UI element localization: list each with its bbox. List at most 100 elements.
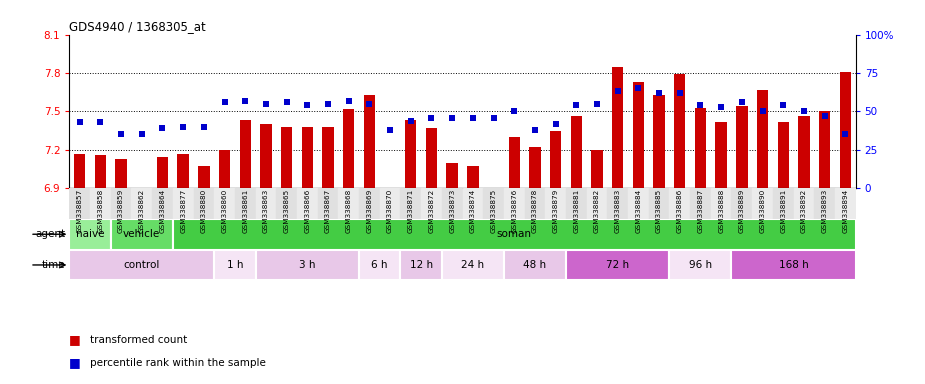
Text: GSM338859: GSM338859 <box>118 189 124 233</box>
Text: agent: agent <box>35 229 66 239</box>
Bar <box>509 137 520 188</box>
Bar <box>529 147 540 188</box>
Bar <box>405 120 416 188</box>
Point <box>796 108 811 114</box>
Bar <box>277 188 297 219</box>
Text: transformed count: transformed count <box>90 335 187 345</box>
Bar <box>690 188 710 219</box>
Bar <box>550 131 561 188</box>
Text: GSM338860: GSM338860 <box>222 189 228 233</box>
Text: GSM338890: GSM338890 <box>759 189 766 233</box>
Bar <box>571 116 582 188</box>
Text: GSM338868: GSM338868 <box>346 189 352 233</box>
Text: control: control <box>124 260 160 270</box>
Bar <box>819 111 831 188</box>
FancyBboxPatch shape <box>69 250 215 280</box>
Point <box>569 102 584 108</box>
Point <box>424 114 438 121</box>
Text: GSM338878: GSM338878 <box>532 189 538 233</box>
Bar <box>736 106 747 188</box>
Bar <box>545 188 566 219</box>
Bar <box>566 188 586 219</box>
Bar <box>157 157 168 188</box>
Bar <box>255 188 277 219</box>
Point <box>817 113 832 119</box>
Bar <box>193 188 215 219</box>
Text: percentile rank within the sample: percentile rank within the sample <box>90 358 265 368</box>
Bar <box>840 72 851 188</box>
Bar <box>322 127 334 188</box>
Bar <box>198 166 210 188</box>
Bar <box>364 95 375 188</box>
Text: soman: soman <box>497 229 532 239</box>
Point <box>589 101 604 107</box>
Point <box>465 114 480 121</box>
FancyBboxPatch shape <box>504 250 566 280</box>
Text: GSM338879: GSM338879 <box>552 189 559 233</box>
Text: GSM338892: GSM338892 <box>801 189 807 233</box>
Bar <box>715 122 727 188</box>
Bar <box>504 188 524 219</box>
Text: GDS4940 / 1368305_at: GDS4940 / 1368305_at <box>69 20 206 33</box>
Point <box>134 131 149 137</box>
Bar <box>90 188 111 219</box>
Bar <box>111 188 131 219</box>
Bar <box>94 155 106 188</box>
FancyBboxPatch shape <box>215 250 255 280</box>
Point <box>610 88 625 94</box>
Point <box>300 102 314 108</box>
Bar <box>586 188 608 219</box>
Text: time: time <box>42 260 66 270</box>
Bar <box>178 154 189 188</box>
Text: GSM338883: GSM338883 <box>615 189 621 233</box>
Point <box>445 114 460 121</box>
Bar <box>524 188 545 219</box>
Point <box>279 99 294 105</box>
Bar <box>633 82 644 188</box>
Text: GSM338866: GSM338866 <box>304 189 310 233</box>
FancyBboxPatch shape <box>69 219 111 250</box>
FancyBboxPatch shape <box>401 250 442 280</box>
Bar <box>297 188 317 219</box>
Text: 6 h: 6 h <box>372 260 388 270</box>
Point <box>527 127 542 133</box>
Text: GSM338872: GSM338872 <box>428 189 435 233</box>
Text: GSM338858: GSM338858 <box>97 189 104 233</box>
Bar <box>710 188 732 219</box>
Text: GSM338864: GSM338864 <box>159 189 166 233</box>
Bar <box>421 188 442 219</box>
Bar <box>835 188 856 219</box>
Text: ■: ■ <box>69 333 81 346</box>
FancyBboxPatch shape <box>359 250 401 280</box>
Bar <box>773 188 794 219</box>
Text: GSM338886: GSM338886 <box>677 189 683 233</box>
Point <box>217 99 232 105</box>
FancyBboxPatch shape <box>255 250 359 280</box>
Bar <box>467 166 478 188</box>
Point <box>714 104 729 110</box>
Text: GSM338887: GSM338887 <box>697 189 703 233</box>
Bar <box>674 74 685 188</box>
Text: GSM338880: GSM338880 <box>201 189 207 233</box>
Bar <box>173 188 193 219</box>
Point <box>383 127 398 133</box>
Bar <box>215 188 235 219</box>
Bar <box>732 188 752 219</box>
Text: 72 h: 72 h <box>606 260 629 270</box>
Bar <box>814 188 835 219</box>
Bar <box>778 122 789 188</box>
Point <box>155 125 170 131</box>
Bar <box>591 150 603 188</box>
Bar <box>317 188 339 219</box>
Bar <box>380 188 401 219</box>
Bar <box>401 188 421 219</box>
Text: 48 h: 48 h <box>524 260 547 270</box>
Bar <box>219 150 230 188</box>
Bar <box>794 188 814 219</box>
Text: 168 h: 168 h <box>779 260 808 270</box>
Point <box>114 131 129 137</box>
FancyBboxPatch shape <box>173 219 856 250</box>
Text: 1 h: 1 h <box>227 260 243 270</box>
Text: GSM338876: GSM338876 <box>512 189 517 233</box>
Bar <box>447 162 458 188</box>
